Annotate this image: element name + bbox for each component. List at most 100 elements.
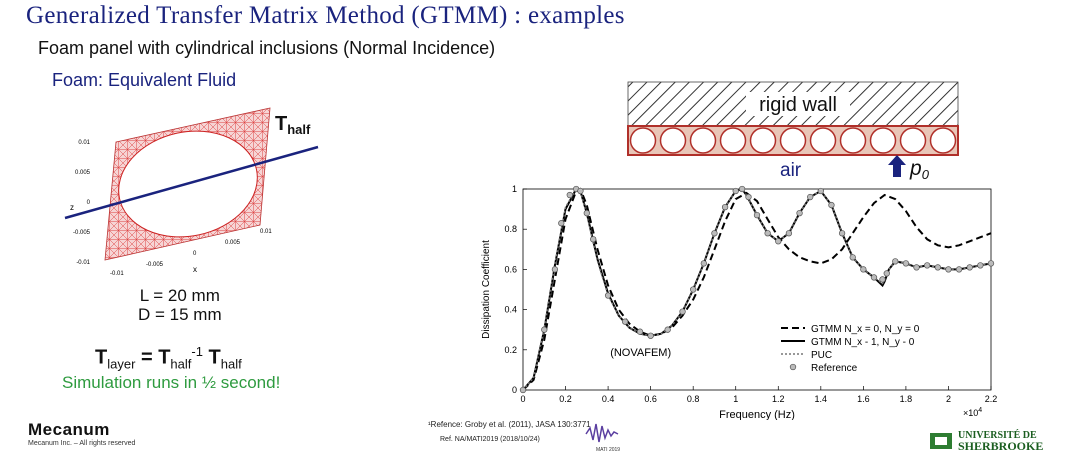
y-tick-label: 0.4	[504, 305, 517, 315]
reference-point	[870, 274, 878, 281]
x-scale-note: ×104	[963, 407, 982, 418]
y-tick-label: 1	[512, 184, 517, 194]
x-tick-label: 0.8	[687, 394, 700, 404]
series-line-dotted	[522, 188, 992, 391]
inclusion-circle	[749, 127, 777, 154]
reference-point	[955, 266, 963, 273]
diameter-label: D = 15 mm	[138, 305, 222, 324]
reference-point	[934, 264, 941, 271]
reference-point	[558, 220, 565, 227]
plot-frame	[522, 188, 992, 391]
x-tick-label: 2.2	[985, 394, 998, 404]
wall-label: rigid wall	[759, 94, 837, 116]
mati-label: MATI 2019	[596, 447, 621, 453]
dissipation-chart: 0 0.2 0.4 0.6 0.8 1 1.2 1.4 1.6 1.8 2 2.2 0 0.2 0.4 0.6…	[481, 184, 998, 420]
reference-point	[987, 260, 995, 267]
y-tick-label: 0.2	[504, 345, 517, 355]
series-line-dashed	[522, 187, 992, 391]
mesh-z-tick: 0.01	[78, 140, 90, 146]
reference-point	[883, 270, 890, 277]
y-tick-label: 0.6	[504, 264, 517, 274]
y-tick-label: 0.8	[504, 224, 517, 234]
foam-heading: Foam: Equivalent Fluid	[52, 70, 237, 90]
reference-point	[711, 230, 718, 237]
reference-point	[892, 258, 899, 265]
mesh-z-tick: -0.005	[73, 230, 91, 236]
formula-t: T	[95, 346, 108, 369]
legend-label: PUC	[811, 350, 832, 361]
reference-point	[924, 262, 931, 269]
reference-point	[664, 326, 671, 333]
legend-marker	[789, 363, 797, 371]
x-axis-label: Frequency (Hz)	[719, 409, 795, 420]
inclusion-circle	[719, 127, 747, 154]
slide-title: Generalized Transfer Matrix Method (GTMM…	[26, 2, 625, 29]
formula-eq: = T	[135, 346, 171, 369]
mesh-x-tick: -0.01	[110, 271, 124, 277]
reference-point	[764, 230, 771, 237]
formula-half-sub: half	[170, 356, 192, 372]
reference-point	[796, 209, 803, 217]
reference-point	[551, 266, 559, 273]
reference-point	[700, 260, 707, 267]
slide-subtitle: Foam panel with cylindrical inclusions (…	[38, 38, 496, 58]
simulation-note: Simulation runs in ½ second!	[62, 373, 281, 392]
inclusion-circle	[899, 127, 927, 154]
reference-point	[577, 187, 584, 195]
inclusion-circle	[929, 127, 957, 154]
reference-point	[807, 193, 814, 201]
reference-point	[519, 386, 527, 394]
reference-point	[785, 230, 793, 237]
pressure-label: p0	[909, 157, 930, 180]
reference-point	[738, 185, 746, 193]
reference-point	[828, 201, 835, 209]
schematic-figure: rigid wall air p0	[627, 81, 959, 180]
y-axis-label: Dissipation Coefficient	[481, 240, 492, 339]
inclusion-circle	[809, 127, 837, 154]
reference-point	[849, 254, 856, 261]
reference-point	[913, 264, 920, 271]
mati-logo-icon	[585, 423, 619, 443]
mesh-x-tick: 0.01	[260, 229, 272, 235]
reference-point	[775, 238, 782, 245]
inclusion-circle	[629, 127, 657, 154]
reference-point	[945, 266, 952, 273]
inclusion-circle	[659, 127, 687, 154]
x-tick-label: 1.6	[857, 394, 870, 404]
x-tick-label: 1.2	[772, 394, 785, 404]
x-tick-label: 1	[733, 394, 738, 404]
inclusion-circle	[689, 127, 717, 154]
legend-label: GTMM N_x - 1, N_y - 0	[811, 337, 915, 348]
university-logo-icon	[930, 433, 952, 449]
length-label: L = 20 mm	[139, 286, 220, 305]
wall-label-bg	[746, 92, 850, 116]
foam-mesh-figure: Thalf z 0.01 0.005 0 -0.005 -0.01 -0.01 …	[64, 107, 319, 277]
mesh-z-label: z	[70, 203, 74, 212]
x-tick-label: 0.6	[644, 394, 657, 404]
mesh-z-tick: -0.01	[76, 260, 90, 266]
reference-point	[977, 262, 984, 269]
reference-point	[621, 318, 629, 325]
reference-point	[732, 187, 739, 195]
university-line1: UNIVERSITÉ DE	[958, 430, 1037, 441]
t-half-line	[64, 145, 319, 220]
reference-point	[817, 187, 824, 195]
mesh-z-tick: 0.005	[75, 170, 91, 176]
formula-half2-sub: half	[220, 356, 242, 372]
air-label: air	[780, 160, 802, 180]
mesh-x-tick: 0	[193, 251, 197, 257]
reference-point	[679, 308, 686, 315]
reference-point	[590, 236, 597, 243]
reference-point	[902, 260, 910, 267]
formula-layer-sub: layer	[107, 356, 136, 372]
formula-t2: T	[202, 346, 221, 369]
university-name: UNIVERSITÉ DE SHERBROOKE	[958, 430, 1043, 453]
mesh-z-tick: 0	[87, 200, 91, 206]
reference-point	[745, 193, 752, 201]
reference-point	[838, 230, 846, 237]
reference-point	[879, 276, 886, 283]
legend-label: Reference	[811, 363, 858, 374]
reference-point	[860, 266, 867, 273]
pressure-arrow-icon	[888, 155, 906, 177]
rights-note: Mecanum Inc. – All rights reserved	[28, 440, 136, 447]
